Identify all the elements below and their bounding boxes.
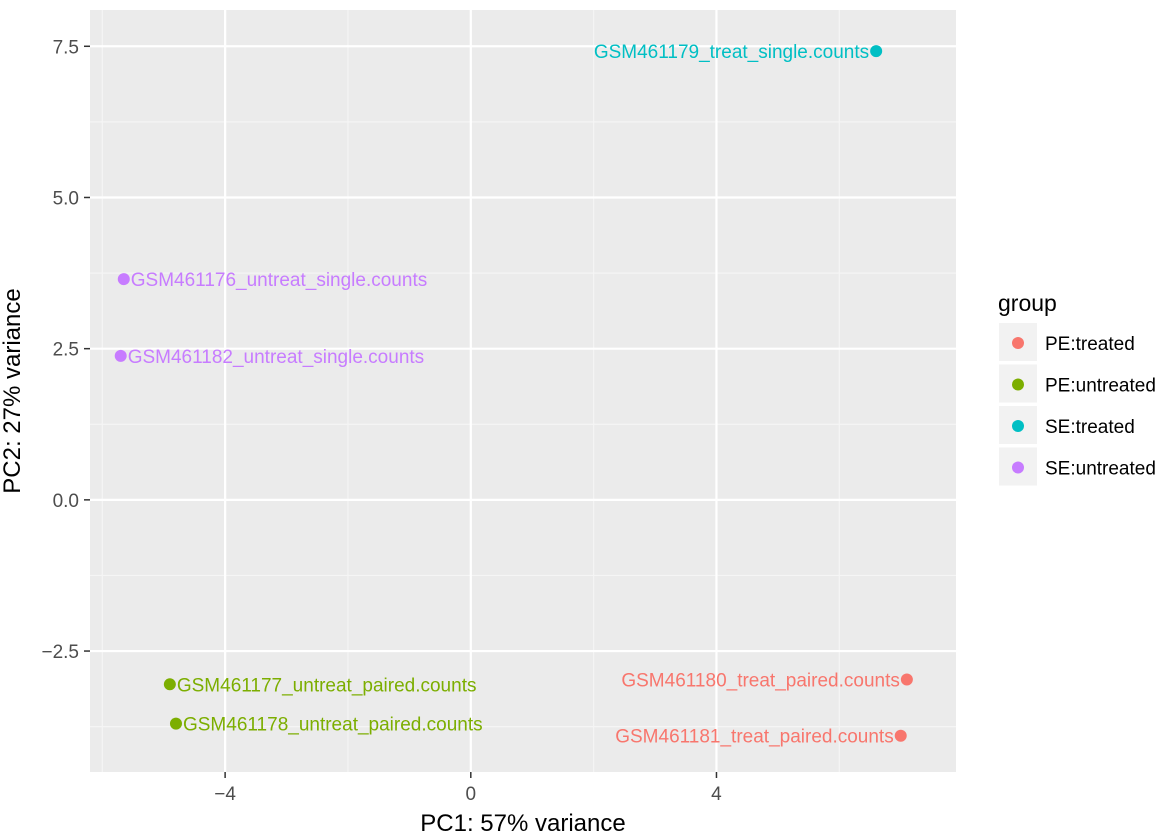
- legend-label: SE:treated: [1045, 417, 1135, 438]
- x-tick-label: −4: [214, 784, 236, 805]
- data-point: [117, 273, 130, 286]
- point-label: GSM461177_untreat_paired.counts: [177, 675, 477, 696]
- y-tick-label: 7.5: [53, 37, 79, 58]
- x-tick-label: 4: [711, 784, 722, 805]
- legend-title: group: [998, 290, 1057, 316]
- x-tick-label: 0: [466, 784, 477, 805]
- data-points: [114, 45, 913, 742]
- data-point: [163, 678, 176, 691]
- legend-label: PE:treated: [1045, 334, 1135, 355]
- y-tick-label: 0.0: [53, 491, 79, 512]
- data-point: [894, 729, 907, 742]
- legend-label: PE:untreated: [1045, 376, 1156, 397]
- y-tick-label: −2.5: [41, 642, 79, 663]
- y-axis-title: PC2: 27% variance: [0, 288, 26, 493]
- legend-key-point: [1012, 378, 1024, 391]
- x-axis-title: PC1: 57% variance: [420, 810, 625, 837]
- grid-major: [90, 10, 956, 772]
- axis-ticks: −4 0 4 −2.5 0.0 2.5 5.0 7.5: [41, 37, 722, 805]
- point-label: GSM461180_treat_paired.counts: [621, 670, 900, 691]
- legend-key-point: [1012, 420, 1024, 432]
- legend: group PE:treated PE:untreated SE:treated SE…: [998, 290, 1156, 486]
- point-label: GSM461179_treat_single.counts: [594, 42, 869, 63]
- legend-key-point: [1012, 461, 1024, 474]
- y-tick-label: 5.0: [53, 188, 79, 209]
- point-label: GSM461178_untreat_paired.counts: [183, 715, 483, 736]
- legend-key-point: [1012, 337, 1024, 349]
- legend-label: SE:untreated: [1045, 459, 1156, 480]
- data-point: [169, 717, 182, 730]
- plot-panel: [90, 10, 956, 772]
- data-point: [900, 673, 913, 686]
- point-labels: GSM461179_treat_single.counts GSM461176_u…: [128, 42, 900, 748]
- point-label: GSM461176_untreat_single.counts: [131, 270, 427, 291]
- data-point: [114, 349, 127, 362]
- point-label: GSM461181_treat_paired.counts: [615, 727, 894, 748]
- data-point: [870, 45, 883, 58]
- y-tick-label: 2.5: [53, 340, 79, 361]
- point-label: GSM461182_untreat_single.counts: [128, 347, 424, 368]
- grid-minor: [90, 10, 956, 772]
